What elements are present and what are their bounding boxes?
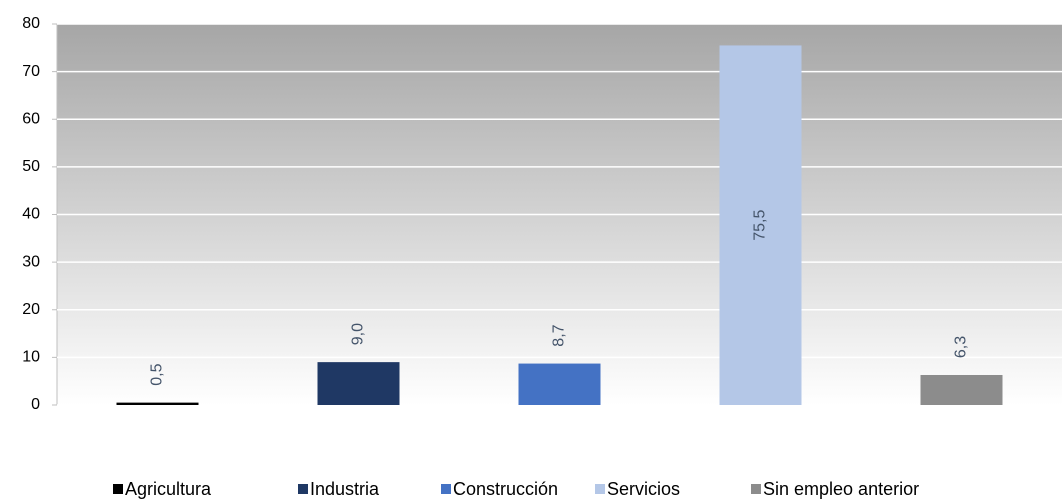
legend-label: Sin empleo anterior	[763, 479, 919, 499]
y-tick-label: 10	[22, 349, 40, 366]
legend-label: Agricultura	[125, 479, 212, 499]
bar	[920, 374, 1003, 405]
y-tick-label: 0	[31, 396, 40, 413]
data-label: 9,0	[350, 323, 367, 345]
y-tick-label: 40	[22, 206, 40, 223]
data-label: 8,7	[551, 324, 568, 346]
y-tick-label: 20	[22, 301, 40, 318]
y-tick-label: 60	[22, 110, 40, 127]
bar	[317, 362, 400, 405]
data-label: 0,5	[149, 363, 166, 385]
y-tick-label: 70	[22, 63, 40, 80]
y-tick-label: 30	[22, 253, 40, 270]
data-label: 6,3	[953, 336, 970, 358]
legend-label: Servicios	[607, 479, 680, 499]
data-label: 75,5	[752, 210, 769, 241]
bar	[719, 45, 802, 406]
legend-swatch	[595, 484, 605, 494]
legend-swatch	[751, 484, 761, 494]
bar	[518, 363, 601, 405]
legend-label: Construcción	[453, 479, 558, 499]
y-tick-label: 50	[22, 158, 40, 175]
bar	[116, 402, 199, 405]
legend-label: Industria	[310, 479, 380, 499]
legend-swatch	[113, 484, 123, 494]
legend-swatch	[298, 484, 308, 494]
legend-swatch	[441, 484, 451, 494]
y-tick-label: 80	[22, 15, 40, 32]
